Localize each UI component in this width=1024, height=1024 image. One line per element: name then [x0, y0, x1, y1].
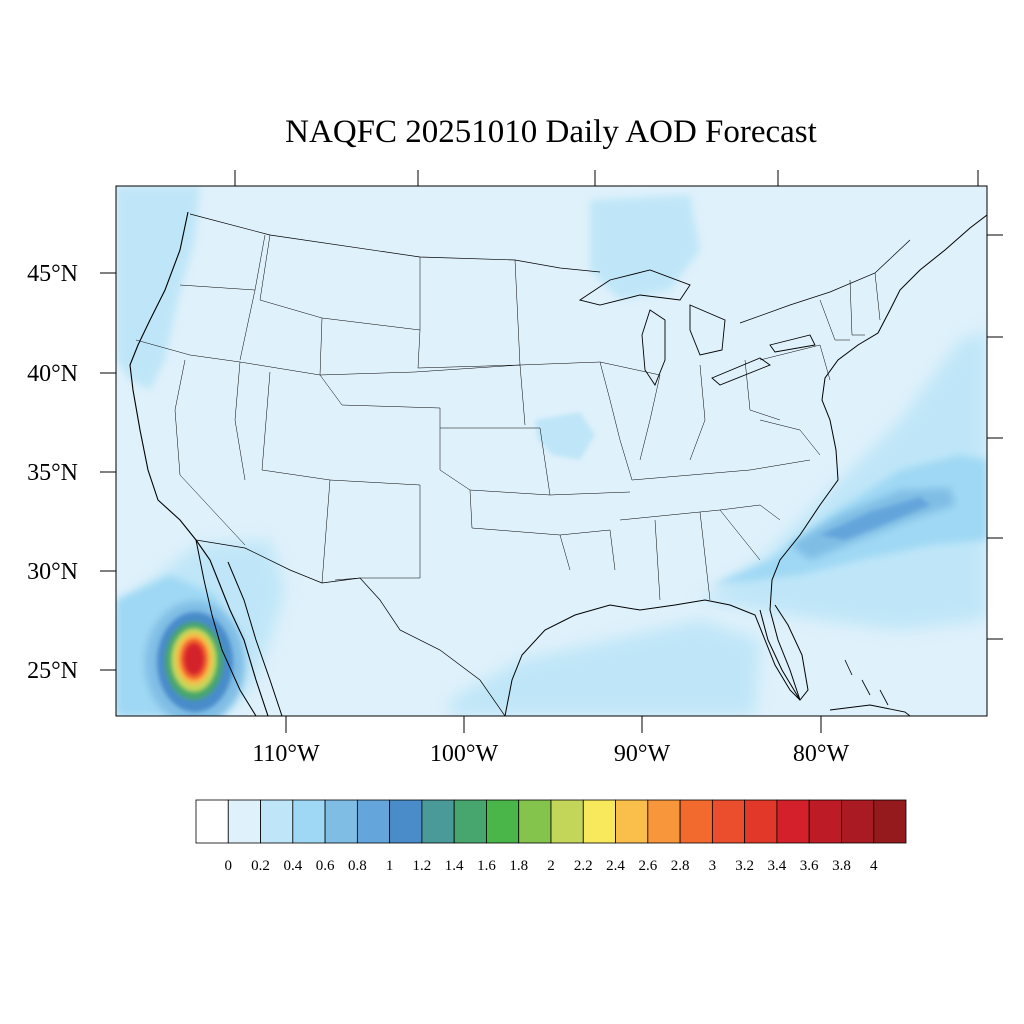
lon-label: 100°W: [430, 741, 499, 767]
lon-label: 110°W: [252, 741, 320, 767]
colorbar: [195, 799, 907, 844]
map-lines: [129, 211, 987, 716]
pacific-coastline: [129, 211, 269, 716]
colorbar-label: 1.8: [509, 858, 528, 874]
colorbar-swatch: [486, 799, 520, 844]
lat-label: 40°N: [27, 361, 78, 387]
colorbar-label: 0.4: [283, 858, 302, 874]
aod-region-gulf: [450, 620, 760, 716]
colorbar-label: 3.2: [735, 858, 754, 874]
aod-region-great-lakes: [590, 195, 700, 300]
map-ticks: [100, 170, 1003, 733]
colorbar-swatch: [776, 799, 810, 844]
lake-ontario: [769, 334, 816, 353]
colorbar-swatch: [421, 799, 455, 844]
mexico-west-coast: [227, 561, 283, 716]
colorbar-label: 2.4: [606, 858, 625, 874]
colorbar-label: 2.2: [574, 858, 593, 874]
atlantic-coastline: [769, 214, 987, 611]
colorbar-label: 3.4: [768, 858, 787, 874]
colorbar-label: 2.6: [638, 858, 657, 874]
colorbar-swatch: [518, 799, 552, 844]
canada-border-east: [739, 239, 911, 324]
map-title: NAQFC 20251010 Daily AOD Forecast: [285, 114, 817, 150]
colorbar-swatch: [356, 799, 391, 844]
colorbar-swatch: [582, 799, 616, 844]
aod-region-atlantic-outer: [700, 330, 987, 630]
colorbar-label: 0: [225, 858, 233, 874]
colorbar-label: 1: [386, 858, 394, 874]
bahamas: [844, 659, 889, 706]
colorbar-label: 2: [547, 858, 555, 874]
colorbar-swatch: [711, 799, 746, 844]
lake-superior: [578, 269, 691, 306]
colorbar-label: 3.6: [800, 858, 819, 874]
colorbar-swatch: [260, 799, 294, 844]
colorbar-swatch: [453, 799, 487, 844]
florida-coast: [759, 604, 809, 701]
colorbar-swatch: [550, 799, 584, 844]
colorbar-swatch: [195, 799, 229, 844]
colorbar-label: 2.8: [671, 858, 690, 874]
latitude-labels: 45°N 40°N 35°N 30°N 25°N: [27, 261, 78, 684]
colorbar-label: 0.2: [251, 858, 270, 874]
aod-region-pacific-nw: [116, 186, 200, 390]
colorbar-label: 3.8: [832, 858, 851, 874]
colorbar-label: 4: [870, 858, 878, 874]
colorbar-swatch: [647, 799, 681, 844]
baja-coast: [195, 539, 257, 716]
colorbar-swatch: [389, 799, 423, 844]
lake-michigan: [641, 309, 666, 386]
colorbar-swatch: [615, 799, 649, 844]
mexico-border: [195, 539, 506, 716]
lon-label: 80°W: [793, 741, 850, 767]
aod-region-midwest: [535, 412, 595, 460]
aod-plume-peak: [184, 643, 204, 675]
cuba-coast: [829, 704, 911, 716]
colorbar-label: 1.6: [477, 858, 496, 874]
colorbar-label: 1.4: [445, 858, 464, 874]
colorbar-label: 0.6: [316, 858, 335, 874]
lat-label: 35°N: [27, 460, 78, 486]
longitude-labels: 110°W 100°W 90°W 80°W: [252, 741, 849, 767]
colorbar-swatch: [873, 799, 907, 844]
lat-label: 30°N: [27, 559, 78, 585]
canada-border: [189, 213, 601, 273]
map-frame: [115, 185, 988, 717]
lat-label: 25°N: [27, 658, 78, 684]
colorbar-swatch: [324, 799, 358, 844]
gulf-coastline: [504, 599, 801, 716]
colorbar-label: 1.2: [413, 858, 432, 874]
lake-huron: [689, 304, 726, 356]
colorbar-label: 0.8: [348, 858, 367, 874]
colorbar-swatch: [744, 799, 778, 844]
colorbar-labels: 0 0.2 0.4 0.6 0.8 1 1.2 1.4 1.6 1.8 2 2.2 2.4 2.6 2.8 3…: [225, 858, 878, 874]
map-panel: [116, 186, 987, 716]
colorbar-swatch: [808, 799, 842, 844]
colorbar-swatch: [679, 799, 713, 844]
lat-label: 45°N: [27, 261, 78, 287]
colorbar-label: 3: [709, 858, 717, 874]
aod-shading: [116, 186, 987, 716]
lake-erie: [711, 357, 771, 386]
colorbar-swatch: [292, 799, 326, 844]
colorbar-swatch: [227, 799, 261, 844]
colorbar-swatch: [841, 799, 875, 844]
lon-label: 90°W: [614, 741, 671, 767]
state-borders: [135, 234, 881, 601]
aod-region-atlantic-peak: [820, 497, 930, 540]
